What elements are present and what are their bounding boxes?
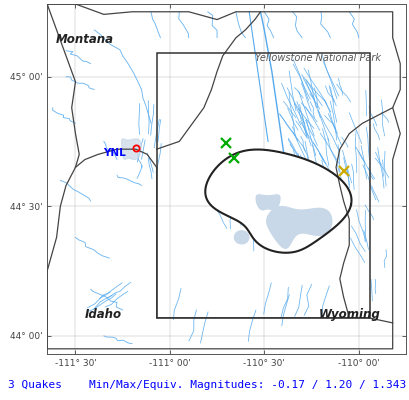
Text: 3 Quakes    Min/Max/Equiv. Magnitudes: -0.17 / 1.20 / 1.343: 3 Quakes Min/Max/Equiv. Magnitudes: -0.1… — [8, 380, 405, 390]
Polygon shape — [266, 206, 331, 248]
Polygon shape — [205, 150, 351, 253]
Text: Idaho: Idaho — [85, 308, 122, 321]
Text: Montana: Montana — [56, 33, 114, 46]
Polygon shape — [121, 139, 141, 160]
Polygon shape — [256, 195, 279, 210]
Bar — [156, 53, 369, 318]
Text: Yellowstone National Park: Yellowstone National Park — [254, 53, 380, 63]
Text: Wyoming: Wyoming — [318, 308, 379, 321]
Polygon shape — [234, 231, 248, 244]
Text: YNL: YNL — [103, 148, 125, 158]
